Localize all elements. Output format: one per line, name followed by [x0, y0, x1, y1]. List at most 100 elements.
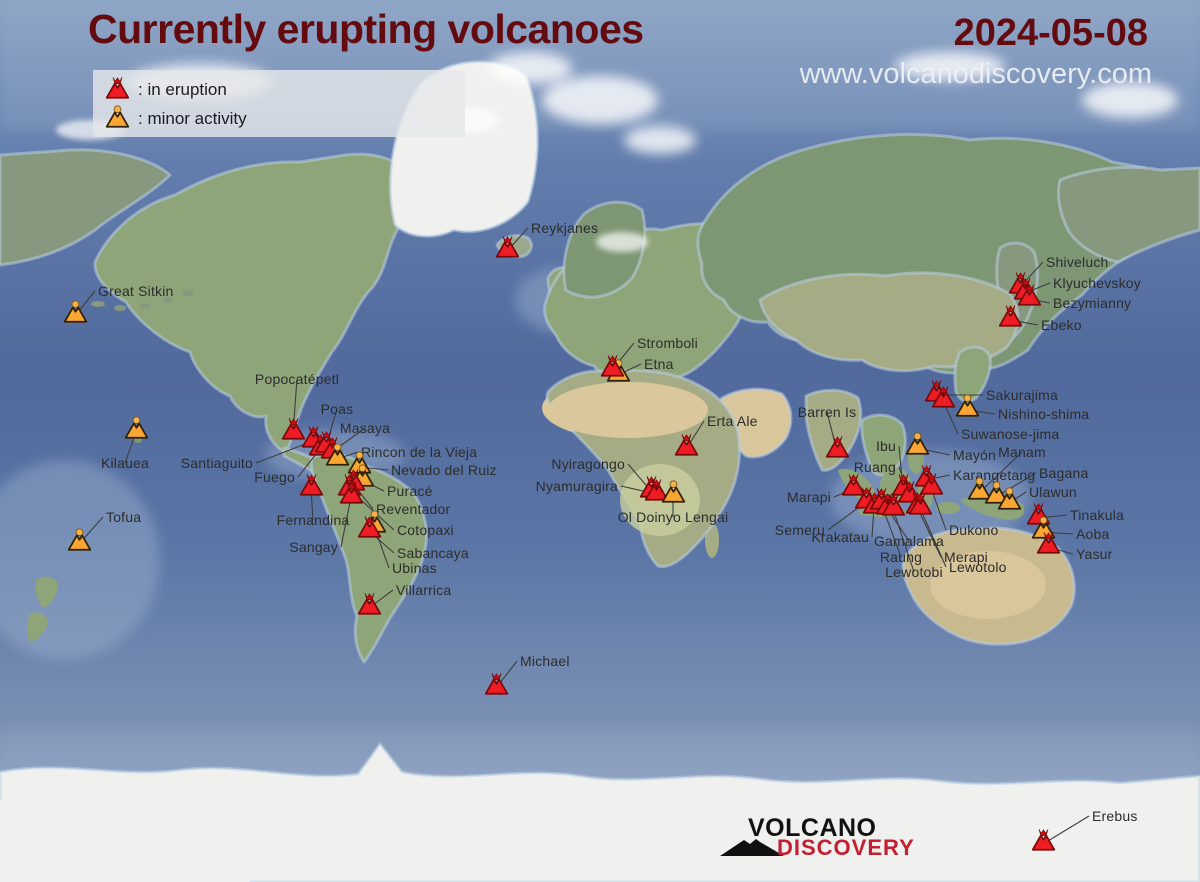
- volcano-label-bagana: Bagana: [1039, 465, 1089, 481]
- volcano-marker-erta-ale[interactable]: [674, 433, 699, 456]
- volcano-label-may-n: Mayón: [953, 447, 997, 463]
- volcano-marker-sabancaya[interactable]: [357, 515, 382, 538]
- volcano-marker-michael[interactable]: [484, 672, 509, 695]
- volcano-label-masaya: Masaya: [339, 420, 391, 436]
- volcano-label-sakurajima: Sakurajima: [986, 387, 1059, 403]
- volcano-marker-rincon-de-la-vieja[interactable]: [325, 443, 350, 466]
- volcano-label-reykjanes: Reykjanes: [531, 220, 599, 236]
- volcano-label-sangay: Sangay: [289, 539, 338, 555]
- volcano-label-santiaguito: Santiaguito: [180, 455, 253, 471]
- legend-label: : minor activity: [138, 109, 247, 128]
- volcano-label-dukono: Dukono: [949, 522, 999, 538]
- volcano-label-erta-ale: Erta Ale: [707, 413, 758, 429]
- volcano-label-reventador: Reventador: [376, 501, 451, 517]
- volcano-label-semeru: Semeru: [774, 522, 825, 538]
- logo-text-discovery: DISCOVERY: [777, 835, 915, 860]
- volcano-label-cotopaxi: Cotopaxi: [397, 522, 454, 538]
- volcano-label-nyiragongo: Nyiragongo: [551, 456, 625, 472]
- volcano-marker-tofua[interactable]: [67, 528, 92, 551]
- volcano-marker-lewotobi[interactable]: [881, 493, 906, 516]
- legend-label: : in eruption: [138, 80, 227, 99]
- volcano-marker-great-sitkin[interactable]: [63, 300, 88, 323]
- volcano-label-marapi: Marapi: [787, 489, 831, 505]
- volcano-marker-lewotolo[interactable]: [908, 492, 933, 515]
- volcano-marker-stromboli[interactable]: [600, 354, 625, 377]
- volcano-label-suwanose-jima: Suwanose-jima: [961, 426, 1060, 442]
- volcano-label-nevado-del-ruiz: Nevado del Ruiz: [391, 462, 497, 478]
- volcano-label-fuego: Fuego: [254, 469, 295, 485]
- legend-item-in-eruption: : in eruption: [105, 77, 227, 103]
- volcano-marker-erebus[interactable]: [1031, 828, 1056, 851]
- volcano-label-ebeko: Ebeko: [1041, 317, 1082, 333]
- volcano-marker-manam[interactable]: [967, 477, 992, 500]
- volcano-marker-yasur[interactable]: [1036, 531, 1061, 554]
- volcano-marker-kilauea[interactable]: [124, 416, 149, 439]
- volcano-label-lewotobi: Lewotobi: [885, 564, 943, 580]
- volcano-label-raung: Raung: [879, 549, 923, 565]
- volcano-marker-ebeko[interactable]: [998, 304, 1023, 327]
- volcano-label-yasur: Yasur: [1076, 546, 1113, 562]
- volcano-label-stromboli: Stromboli: [637, 335, 698, 351]
- volcano-marker-marapi[interactable]: [841, 473, 866, 496]
- volcano-label-ruang: Ruang: [853, 459, 896, 475]
- volcano-label-michael: Michael: [520, 653, 570, 669]
- volcano-label-kilauea: Kilauea: [100, 455, 150, 471]
- volcano-label-klyuchevskoy: Klyuchevskoy: [1053, 275, 1141, 291]
- volcano-label-popocat-petl: Popocatépetl: [254, 371, 340, 387]
- volcano-marker-reykjanes[interactable]: [495, 235, 520, 258]
- volcano-marker-popocat-petl[interactable]: [281, 417, 306, 440]
- volcano-label-ibu: Ibu: [875, 438, 896, 454]
- volcano-marker-nishino-shima[interactable]: [955, 394, 980, 417]
- volcanodiscovery-logo: VOLCANO DISCOVERY: [718, 812, 918, 860]
- volcano-marker-nyamuragira[interactable]: [644, 478, 669, 501]
- volcano-marker-dukono[interactable]: [919, 472, 944, 495]
- volcano-label-ol-doinyo-lengai: Ol Doinyo Lengai: [617, 509, 729, 525]
- volcano-marker-villarrica[interactable]: [357, 592, 382, 615]
- legend-item-minor-activity: : minor activity: [105, 105, 247, 133]
- volcano-label-manam: Manam: [998, 444, 1046, 460]
- volcano-silhouette-icon: [720, 839, 784, 856]
- volcano-label-sabancaya: Sabancaya: [397, 545, 469, 561]
- website-url: www.volcanodiscovery.com: [799, 58, 1152, 90]
- minor-activity-volcano-icon: [105, 105, 130, 133]
- volcano-label-rincon-de-la-vieja: Rincon de la Vieja: [361, 444, 478, 460]
- volcano-label-barren-is: Barren Is: [797, 404, 857, 420]
- map-date: 2024-05-08: [953, 12, 1148, 54]
- logo-text-volcano: VOLCANO: [748, 814, 877, 842]
- volcano-label-merapi: Merapi: [944, 549, 988, 565]
- volcano-marker-barren-is[interactable]: [825, 435, 850, 458]
- volcano-label-tinakula: Tinakula: [1070, 507, 1124, 523]
- volcano-label-villarrica: Villarrica: [396, 582, 452, 598]
- volcano-marker-bezymianny[interactable]: [1017, 283, 1042, 306]
- volcano-label-nishino-shima: Nishino-shima: [998, 406, 1090, 422]
- volcano-label-krakatau: Krakatau: [811, 529, 869, 545]
- volcano-label-ulawun: Ulawun: [1029, 484, 1077, 500]
- volcano-marker-may-n[interactable]: [905, 432, 930, 455]
- volcano-label-fernandina: Fernandina: [276, 512, 350, 528]
- volcano-label-tofua: Tofua: [106, 509, 142, 525]
- volcano-marker-bagana[interactable]: [984, 481, 1009, 504]
- volcano-label-aoba: Aoba: [1076, 526, 1110, 542]
- volcano-label-poas: Poas: [320, 401, 354, 417]
- legend: : in eruption : minor activity: [93, 70, 465, 137]
- volcano-label-nyamuragira: Nyamuragira: [535, 478, 618, 494]
- volcano-label-erebus: Erebus: [1092, 808, 1138, 824]
- volcano-marker-ol-doinyo-lengai[interactable]: [661, 480, 686, 503]
- eruption-volcano-icon: [105, 76, 130, 104]
- volcano-label-etna: Etna: [644, 356, 674, 372]
- volcano-label-shiveluch: Shiveluch: [1046, 254, 1109, 270]
- volcano-marker-suwanose-jima[interactable]: [931, 385, 956, 408]
- volcano-marker-ulawun[interactable]: [997, 487, 1022, 510]
- volcano-label-great-sitkin: Great Sitkin: [98, 283, 174, 299]
- volcano-marker-sangay[interactable]: [339, 481, 364, 504]
- volcano-label-bezymianny: Bezymianny: [1053, 295, 1132, 311]
- volcano-label-lewotolo: Lewotolo: [949, 559, 1007, 575]
- volcano-label-karangetang: Karangetang: [953, 467, 1036, 483]
- volcano-label-ubinas: Ubinas: [392, 560, 437, 576]
- page-title: Currently erupting volcanoes: [88, 6, 644, 52]
- volcano-label-gamalama: Gamalama: [873, 533, 945, 549]
- volcano-marker-fernandina[interactable]: [299, 473, 324, 496]
- volcano-label-purac: Puracé: [387, 483, 433, 499]
